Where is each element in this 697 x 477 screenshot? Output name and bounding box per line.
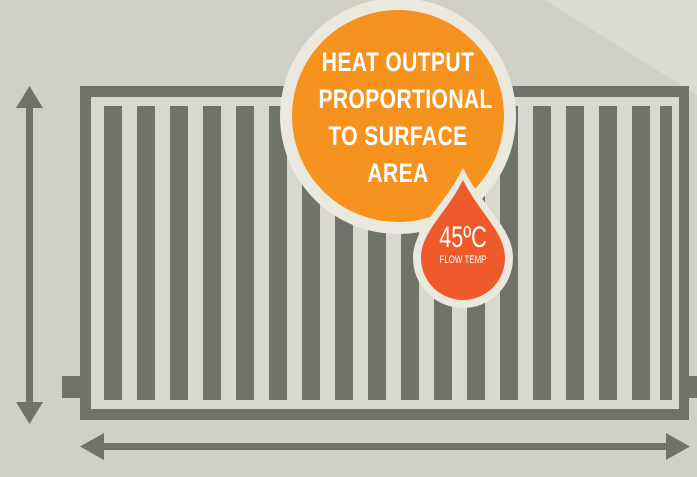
caption-line-3: TO SURFACE bbox=[328, 121, 468, 151]
caption-line-4: AREA bbox=[367, 158, 429, 188]
heat-output-caption: HEAT OUTPUT PROPORTIONAL TO SURFACE AREA bbox=[318, 44, 493, 192]
background-highlight bbox=[545, 0, 697, 95]
radiator-left-pipe bbox=[62, 376, 84, 398]
flow-temp-label: 45ºC FLOW TEMP bbox=[418, 222, 508, 267]
water-drop-icon bbox=[413, 168, 513, 308]
vertical-double-arrow-icon bbox=[16, 86, 43, 424]
heat-output-bubble bbox=[280, 0, 516, 234]
caption-line-2: PROPORTIONAL bbox=[318, 84, 493, 114]
flow-temp-caption: FLOW TEMP bbox=[439, 254, 487, 266]
flow-temperature-value: 45ºC bbox=[439, 221, 487, 254]
radiator-fins bbox=[104, 106, 672, 400]
horizontal-double-arrow-icon bbox=[80, 433, 690, 460]
caption-line-1: HEAT OUTPUT bbox=[321, 47, 475, 77]
